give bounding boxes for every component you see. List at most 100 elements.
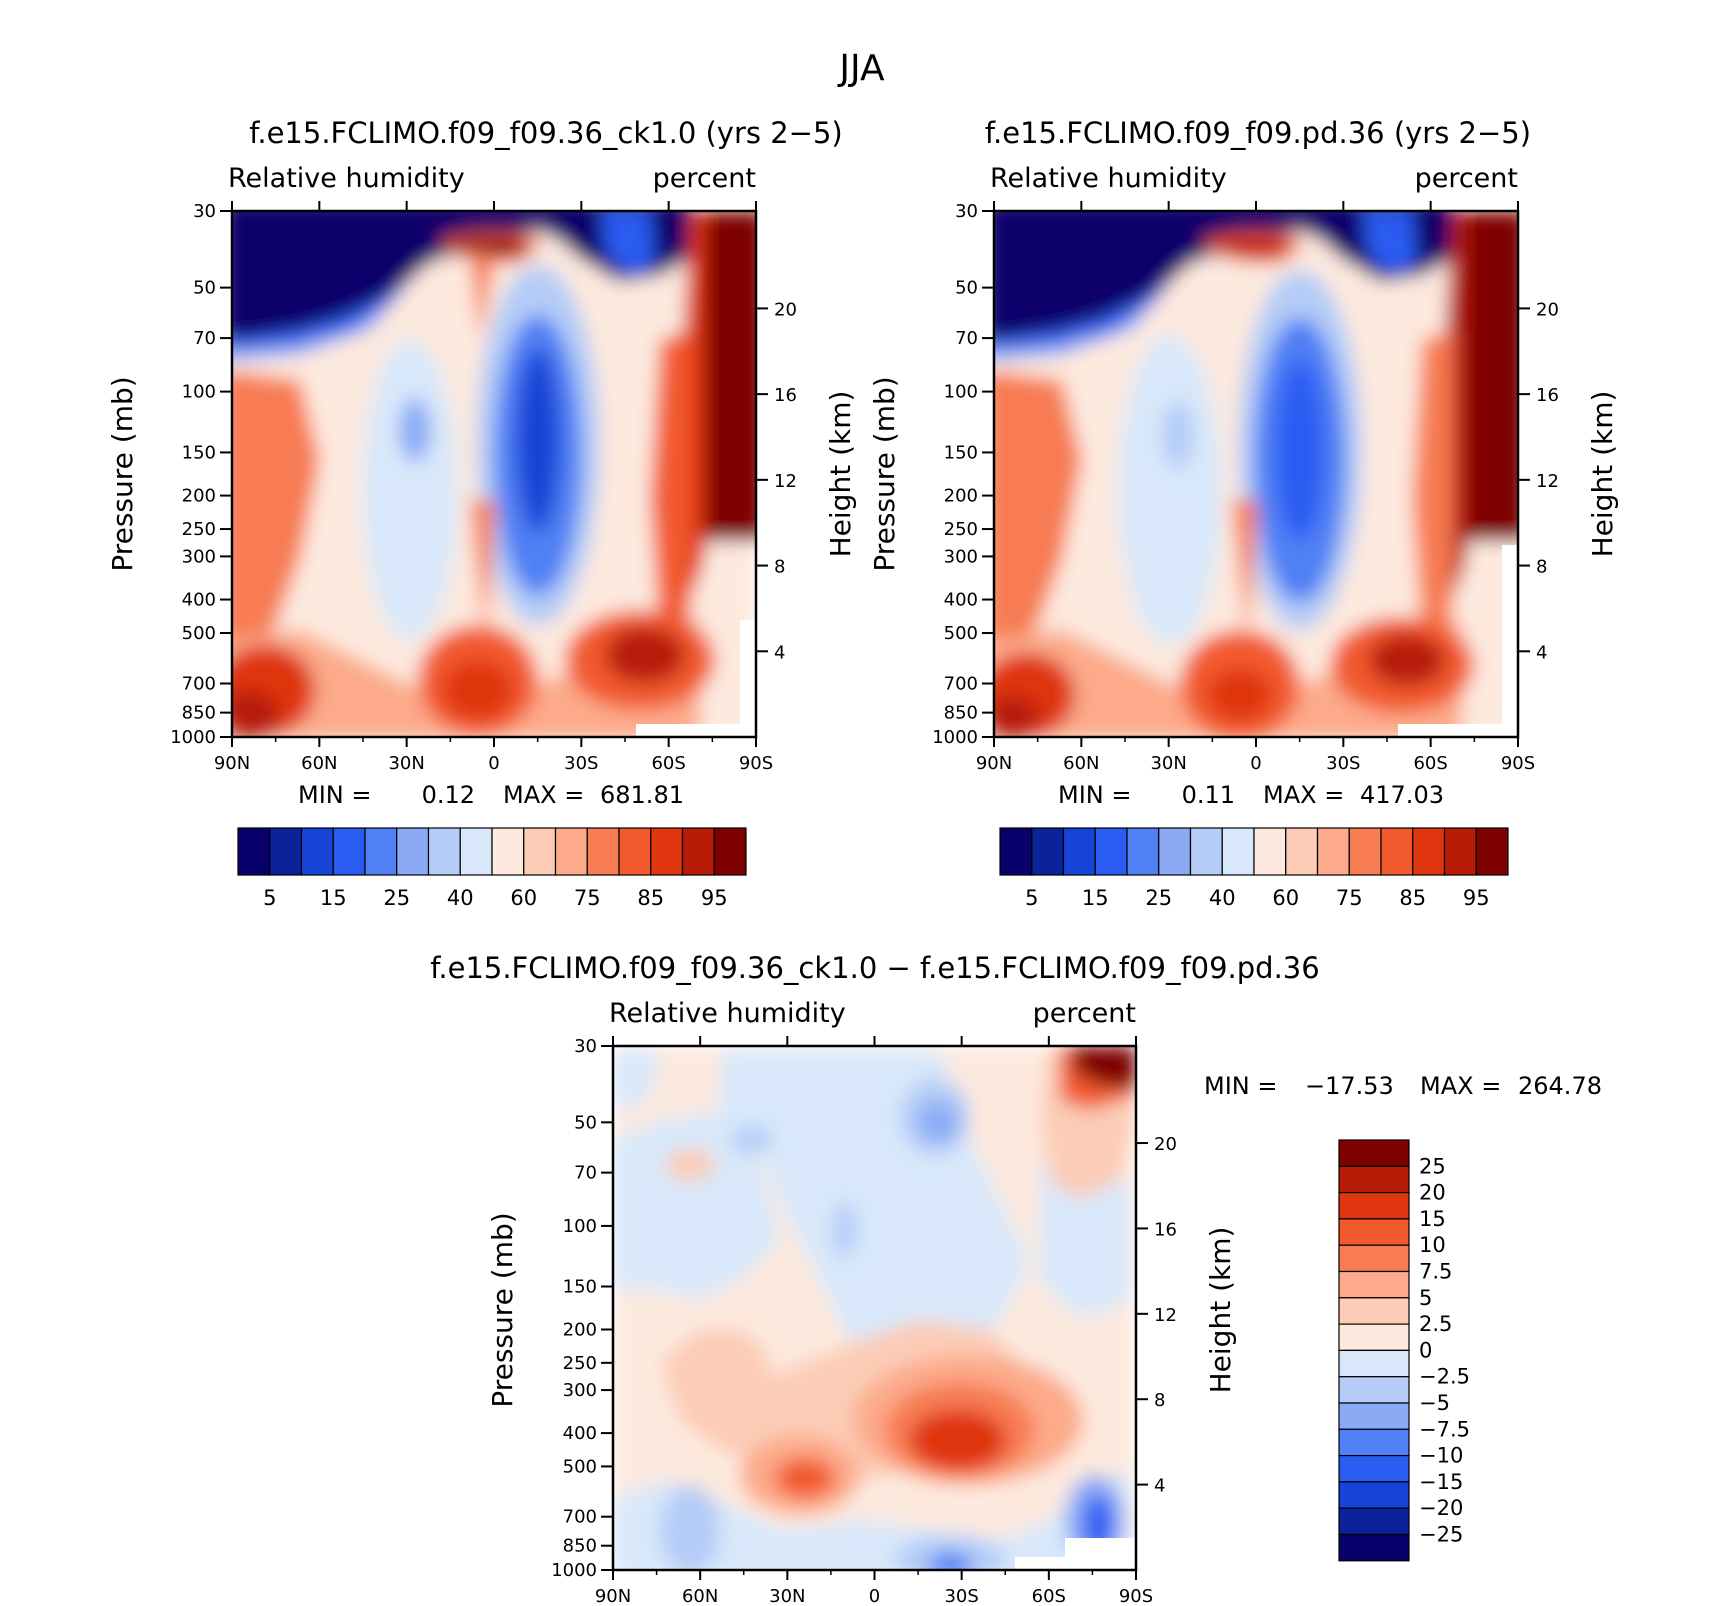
- x-tick-label: 30N: [769, 1586, 805, 1606]
- colorbar-swatch: [1253, 827, 1287, 876]
- colorbar-label: 40: [1209, 886, 1236, 910]
- y2-tick-label: 16: [774, 385, 797, 406]
- panel-diff-variable: Relative humidity: [609, 998, 846, 1029]
- colorbar-label: 75: [1336, 886, 1363, 910]
- colorbar-swatch: [1338, 1428, 1410, 1457]
- panel-diff-axes: 90N 60N 30N 0 30S 60S 90S 30 50 70 100 150 200 250 300…: [551, 1036, 1177, 1606]
- y-tick-label: 30: [574, 1036, 597, 1057]
- x-tick-label: 0: [488, 753, 499, 774]
- x-tick-label: 60N: [1063, 753, 1099, 774]
- y-tick-label: 30: [955, 201, 978, 222]
- colorbar-swatch: [1338, 1218, 1410, 1246]
- panel-right-variable: Relative humidity: [990, 163, 1227, 194]
- panel-right-ylabel: Pressure (mb): [868, 376, 901, 571]
- y2-tick-label: 20: [774, 299, 797, 320]
- colorbar-swatch: [1338, 1244, 1410, 1273]
- panel-diff-y2label: Height (km): [1204, 1227, 1237, 1394]
- colorbar-swatch: [300, 827, 334, 876]
- colorbar-swatch: [1348, 827, 1382, 876]
- colorbar-label: −7.5: [1419, 1417, 1470, 1441]
- y2-tick-label: 8: [774, 557, 785, 578]
- y-tick-label: 500: [944, 623, 978, 644]
- y2-tick-label: 4: [1536, 642, 1547, 663]
- x-tick-label: 30N: [1150, 753, 1186, 774]
- y-tick-label: 850: [944, 703, 978, 724]
- y-tick-label: 200: [563, 1319, 597, 1340]
- colorbar-label: 15: [1419, 1207, 1446, 1231]
- panel-left-max-label: MAX =: [503, 781, 584, 809]
- colorbar-swatch: [618, 827, 652, 876]
- x-tick-label: 30N: [388, 753, 424, 774]
- y2-tick-label: 8: [1536, 557, 1547, 578]
- colorbar-swatch: [1443, 827, 1477, 876]
- y-tick-label: 250: [182, 519, 216, 540]
- colorbar-swatch: [1189, 827, 1223, 876]
- colorbar-swatch: [1094, 827, 1128, 876]
- y-tick-label: 50: [955, 278, 978, 299]
- panel-diff-units: percent: [1033, 998, 1136, 1029]
- colorbar-swatch: [999, 827, 1033, 876]
- y2-tick-label: 20: [1536, 299, 1559, 320]
- colorbar-swatch: [681, 827, 715, 876]
- y2-tick-label: 8: [1154, 1390, 1165, 1411]
- y-tick-label: 200: [944, 486, 978, 507]
- y-tick-label: 100: [944, 382, 978, 403]
- x-tick-label: 90S: [739, 753, 773, 774]
- colorbar-swatch: [1221, 827, 1255, 876]
- panel-right-max-label: MAX =: [1263, 781, 1344, 809]
- y-tick-label: 300: [563, 1380, 597, 1401]
- colorbar-label: 5: [263, 886, 276, 910]
- y2-tick-label: 12: [1154, 1305, 1177, 1326]
- y2-tick-label: 16: [1536, 385, 1559, 406]
- y2-tick-label: 12: [774, 471, 797, 492]
- panel-right-axes: 90N 60N 30N 0 30S 60S 90S 30 50 70 100 150 200 250 300…: [932, 201, 1559, 774]
- colorbar-swatch: [1338, 1139, 1410, 1167]
- colorbar-swatch: [1338, 1349, 1410, 1378]
- y2-tick-label: 4: [1154, 1476, 1165, 1497]
- y-tick-label: 300: [182, 546, 216, 567]
- colorbar-swatch: [586, 827, 620, 876]
- y-tick-label: 400: [944, 590, 978, 611]
- colorbar-swatch: [332, 827, 366, 876]
- y-tick-label: 300: [944, 546, 978, 567]
- panel-left-min-label: MIN =: [298, 781, 371, 809]
- colorbar-label: 25: [1145, 886, 1172, 910]
- y-tick-label: 700: [944, 673, 978, 694]
- colorbar-swatch: [1316, 827, 1350, 876]
- panel-diff-min-value: −17.53: [1305, 1072, 1394, 1100]
- panel-right-max-value: 417.03: [1360, 781, 1444, 809]
- panel-left: f.e15.FCLIMO.f09_f09.36_ck1.0 (yrs 2−5) …: [106, 116, 857, 910]
- panel-diff-min-label: MIN =: [1204, 1072, 1277, 1100]
- y-tick-label: 150: [182, 442, 216, 463]
- panel-left-y2label: Height (km): [824, 391, 857, 558]
- y2-tick-label: 4: [774, 642, 785, 663]
- panel-left-colorbar: 5 15 25 40 60 75 85 95: [237, 827, 747, 910]
- x-tick-label: 90N: [595, 1586, 631, 1606]
- y-tick-label: 200: [182, 486, 216, 507]
- panel-left-max-value: 681.81: [600, 781, 684, 809]
- panel-right-y2label: Height (km): [1586, 391, 1619, 558]
- panel-left-ylabel: Pressure (mb): [106, 376, 139, 571]
- colorbar-label: 15: [320, 886, 347, 910]
- colorbar-swatch: [1285, 827, 1319, 876]
- x-tick-label: 30S: [1326, 753, 1360, 774]
- panel-left-field: [232, 211, 756, 737]
- y-tick-label: 1000: [170, 727, 216, 748]
- colorbar-swatch: [364, 827, 398, 876]
- colorbar-swatch: [1338, 1454, 1410, 1483]
- panel-diff-field: [613, 1046, 1136, 1570]
- panel-right-min-value: 0.11: [1182, 781, 1235, 809]
- y-tick-label: 850: [182, 703, 216, 724]
- panel-right-field: [994, 211, 1518, 737]
- x-tick-label: 30S: [944, 1586, 978, 1606]
- colorbar-swatch: [269, 827, 303, 876]
- y-tick-label: 70: [193, 328, 216, 349]
- colorbar-swatch: [1031, 827, 1065, 876]
- colorbar-swatch: [1338, 1297, 1410, 1325]
- panel-right-colorbar: 5 15 25 40 60 75 85 95: [999, 827, 1509, 910]
- panel-right-units: percent: [1415, 163, 1518, 194]
- y-tick-label: 500: [563, 1456, 597, 1477]
- x-tick-label: 60N: [682, 1586, 718, 1606]
- colorbar-swatch: [1475, 827, 1509, 876]
